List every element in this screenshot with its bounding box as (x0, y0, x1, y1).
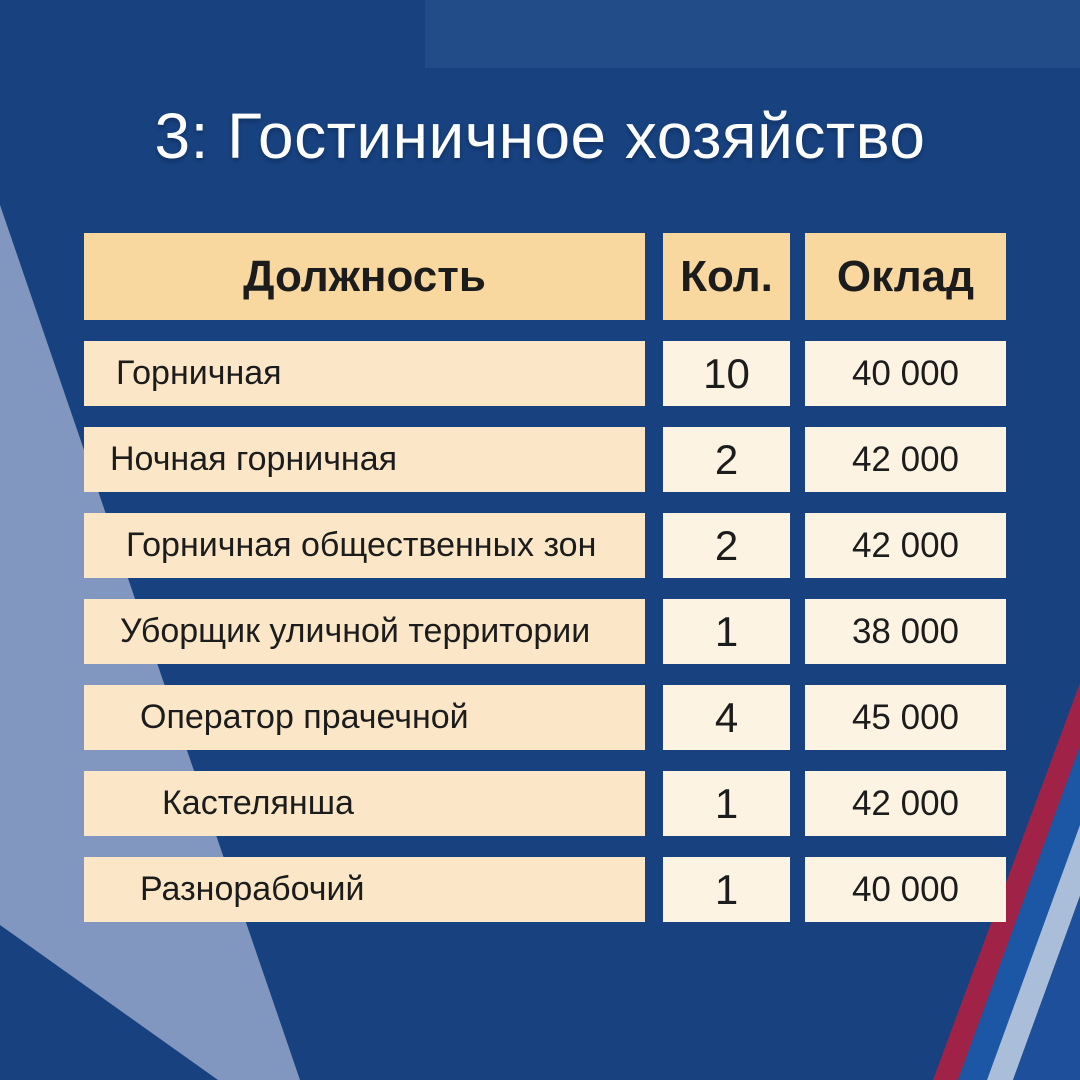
table-row: Кастелянша 1 42 000 (84, 771, 1006, 836)
salary-cell: 38 000 (805, 599, 1006, 664)
count-cell: 10 (663, 341, 790, 406)
position-cell: Оператор прачечной (84, 685, 645, 750)
position-cell: Уборщик уличной территории (84, 599, 645, 664)
header-count: Кол. (663, 233, 790, 320)
salary-cell: 40 000 (805, 857, 1006, 922)
salary-cell: 42 000 (805, 771, 1006, 836)
count-cell: 4 (663, 685, 790, 750)
salary-cell: 42 000 (805, 513, 1006, 578)
salary-cell: 42 000 (805, 427, 1006, 492)
table-body: Горничная 10 40 000 Ночная горничная 2 4… (84, 341, 1006, 922)
table-header-row: Должность Кол. Оклад (84, 233, 1006, 320)
salary-cell: 40 000 (805, 341, 1006, 406)
page-title: 3: Гостиничное хозяйство (154, 100, 926, 172)
table-row: Разнорабочий 1 40 000 (84, 857, 1006, 922)
position-cell: Кастелянша (84, 771, 645, 836)
table-row: Оператор прачечной 4 45 000 (84, 685, 1006, 750)
positions-table: Должность Кол. Оклад Горничная 10 40 000… (84, 233, 1006, 943)
count-cell: 1 (663, 771, 790, 836)
count-cell: 2 (663, 513, 790, 578)
table-row: Уборщик уличной территории 1 38 000 (84, 599, 1006, 664)
position-cell: Ночная горничная (84, 427, 645, 492)
count-cell: 2 (663, 427, 790, 492)
count-cell: 1 (663, 599, 790, 664)
count-cell: 1 (663, 857, 790, 922)
position-cell: Горничная (84, 341, 645, 406)
header-salary: Оклад (805, 233, 1006, 320)
position-cell: Горничная общественных зон (84, 513, 645, 578)
header-position: Должность (84, 233, 645, 320)
table-row: Ночная горничная 2 42 000 (84, 427, 1006, 492)
decor-top-band (425, 0, 1080, 68)
table-row: Горничная 10 40 000 (84, 341, 1006, 406)
salary-cell: 45 000 (805, 685, 1006, 750)
position-cell: Разнорабочий (84, 857, 645, 922)
table-row: Горничная общественных зон 2 42 000 (84, 513, 1006, 578)
